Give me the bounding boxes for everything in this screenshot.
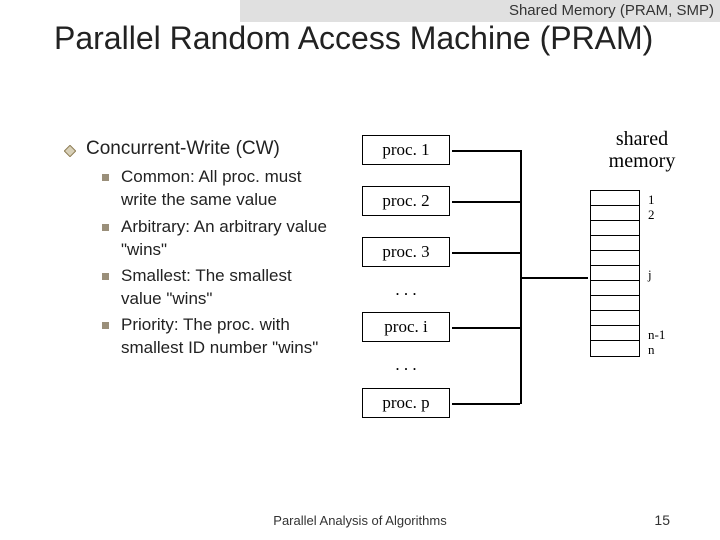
proc-label-i: proc. i (384, 317, 427, 337)
conn-line (452, 252, 520, 254)
page-number: 15 (654, 512, 670, 528)
conn-line (452, 201, 520, 203)
square-icon (102, 322, 109, 329)
mem-label-2: 2 (648, 207, 655, 223)
footer-text: Parallel Analysis of Algorithms (0, 513, 720, 528)
proc-label-2: proc. 2 (382, 191, 429, 211)
sub-text-3: Priority: The proc. with smallest ID num… (121, 314, 332, 360)
proc-box-p: proc. p (362, 388, 450, 418)
slide-title: Parallel Random Access Machine (PRAM) (54, 18, 653, 58)
sub-bullet-1: Arbitrary: An arbitrary value "wins" (102, 216, 332, 262)
header-text: Shared Memory (PRAM, SMP) (509, 2, 714, 19)
mem-cell (591, 281, 639, 296)
mem-cell (591, 206, 639, 221)
sub-bullet-3: Priority: The proc. with smallest ID num… (102, 314, 332, 360)
sub-bullet-2: Smallest: The smallest value "wins" (102, 265, 332, 311)
memory-title-1: shared (616, 128, 668, 150)
mem-cell (591, 191, 639, 206)
conn-line (452, 403, 520, 405)
mem-label-j: j (648, 267, 652, 283)
proc-dots-1: . . . (362, 280, 450, 300)
mem-conn-line (520, 277, 588, 279)
memory-title-2: memory (609, 150, 676, 172)
proc-label-3: proc. 3 (382, 242, 429, 262)
mem-cell (591, 251, 639, 266)
sub-text-0: Common: All proc. must write the same va… (121, 166, 332, 212)
square-icon (102, 174, 109, 181)
sub-text-1: Arbitrary: An arbitrary value "wins" (121, 216, 332, 262)
bullet-main-text: Concurrent-Write (CW) (86, 138, 280, 160)
square-icon (102, 273, 109, 280)
diamond-icon (64, 145, 76, 157)
proc-box-i: proc. i (362, 312, 450, 342)
mem-cell (591, 266, 639, 281)
conn-line (452, 327, 520, 329)
mem-cell (591, 236, 639, 251)
mem-label-n1: n-1 (648, 327, 665, 343)
conn-line (452, 150, 520, 152)
square-icon (102, 224, 109, 231)
memory-column (590, 190, 640, 357)
mem-cell (591, 341, 639, 356)
memory-title: shared memory (602, 128, 682, 172)
proc-label-1: proc. 1 (382, 140, 429, 160)
mem-cell (591, 326, 639, 341)
mem-cell (591, 311, 639, 326)
sub-bullet-0: Common: All proc. must write the same va… (102, 166, 332, 212)
bullet-main: Concurrent-Write (CW) (64, 138, 280, 160)
mem-cell (591, 296, 639, 311)
mem-cell (591, 221, 639, 236)
mem-label-1: 1 (648, 192, 655, 208)
proc-label-p: proc. p (382, 393, 429, 413)
mem-label-n: n (648, 342, 655, 358)
proc-box-3: proc. 3 (362, 237, 450, 267)
proc-box-2: proc. 2 (362, 186, 450, 216)
proc-dots-2: . . . (362, 355, 450, 375)
sub-text-2: Smallest: The smallest value "wins" (121, 265, 332, 311)
proc-box-1: proc. 1 (362, 135, 450, 165)
